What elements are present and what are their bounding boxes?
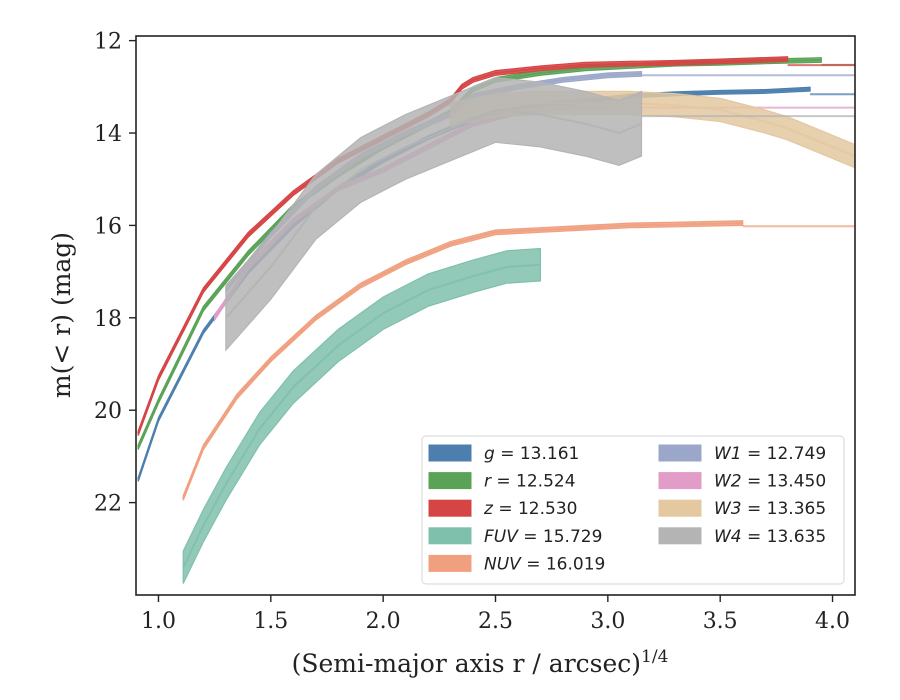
y-axis-title: m(< r) (mag) (47, 232, 76, 398)
x-tick-label: 2.5 (478, 609, 513, 634)
legend-swatch-fuv (428, 527, 472, 545)
x-tick-label: 1.0 (141, 609, 176, 634)
legend-swatch-w2 (658, 472, 702, 490)
legend-label-g: g = 13.161 (484, 444, 579, 464)
series-band-fuv (182, 247, 542, 584)
y-tick-label: 18 (94, 307, 122, 332)
legend-label-fuv: FUV = 15.729 (484, 527, 602, 547)
series-band-nuv (182, 220, 744, 501)
legend-label-w1: W1 = 12.749 (714, 444, 826, 464)
legend-label-w4: W4 = 13.635 (714, 527, 826, 547)
legend-frame (421, 435, 845, 585)
x-tick-label: 2.0 (366, 609, 401, 634)
y-tick-label: 20 (94, 399, 122, 424)
legend-swatch-w3 (658, 499, 702, 517)
series-line-fuv (182, 263, 541, 568)
series-line-w4 (225, 108, 642, 319)
series-layer (137, 56, 855, 584)
series-band-w4 (225, 76, 643, 352)
legend-label-w3: W3 = 13.365 (714, 499, 826, 519)
y-axis: 12 14 16 18 20 22 (94, 30, 136, 517)
y-tick-label: 14 (94, 122, 122, 147)
legend-swatch-nuv (428, 554, 472, 572)
y-tick-label: 22 (94, 492, 122, 517)
legend-swatch-w1 (658, 444, 702, 462)
legend-swatch-z (428, 499, 472, 517)
x-tick-label: 3.0 (590, 609, 625, 634)
y-tick-label: 16 (94, 214, 122, 239)
y-tick-label: 12 (94, 30, 122, 55)
legend: g = 13.161 r = 12.524 z = 12.530 FUV = 15.7… (421, 435, 845, 585)
x-tick-label: 4.0 (815, 609, 850, 634)
legend-label-w2: W2 = 13.450 (714, 472, 826, 492)
x-axis-title: (Semi-major axis r / arcsec)1/4 (292, 647, 669, 678)
legend-swatch-w4 (658, 527, 702, 545)
x-tick-label: 1.5 (253, 609, 288, 634)
legend-label-nuv: NUV = 16.019 (484, 554, 605, 574)
legend-swatch-g (428, 444, 472, 462)
legend-swatch-r (428, 472, 472, 490)
series-line-nuv (182, 222, 743, 499)
legend-label-r: r = 12.524 (484, 472, 576, 492)
x-tick-label: 3.5 (703, 609, 738, 634)
x-axis: 1.0 1.5 2.0 2.5 3.0 3.5 4.0 (141, 595, 850, 634)
legend-label-z: z = 12.530 (483, 499, 577, 519)
